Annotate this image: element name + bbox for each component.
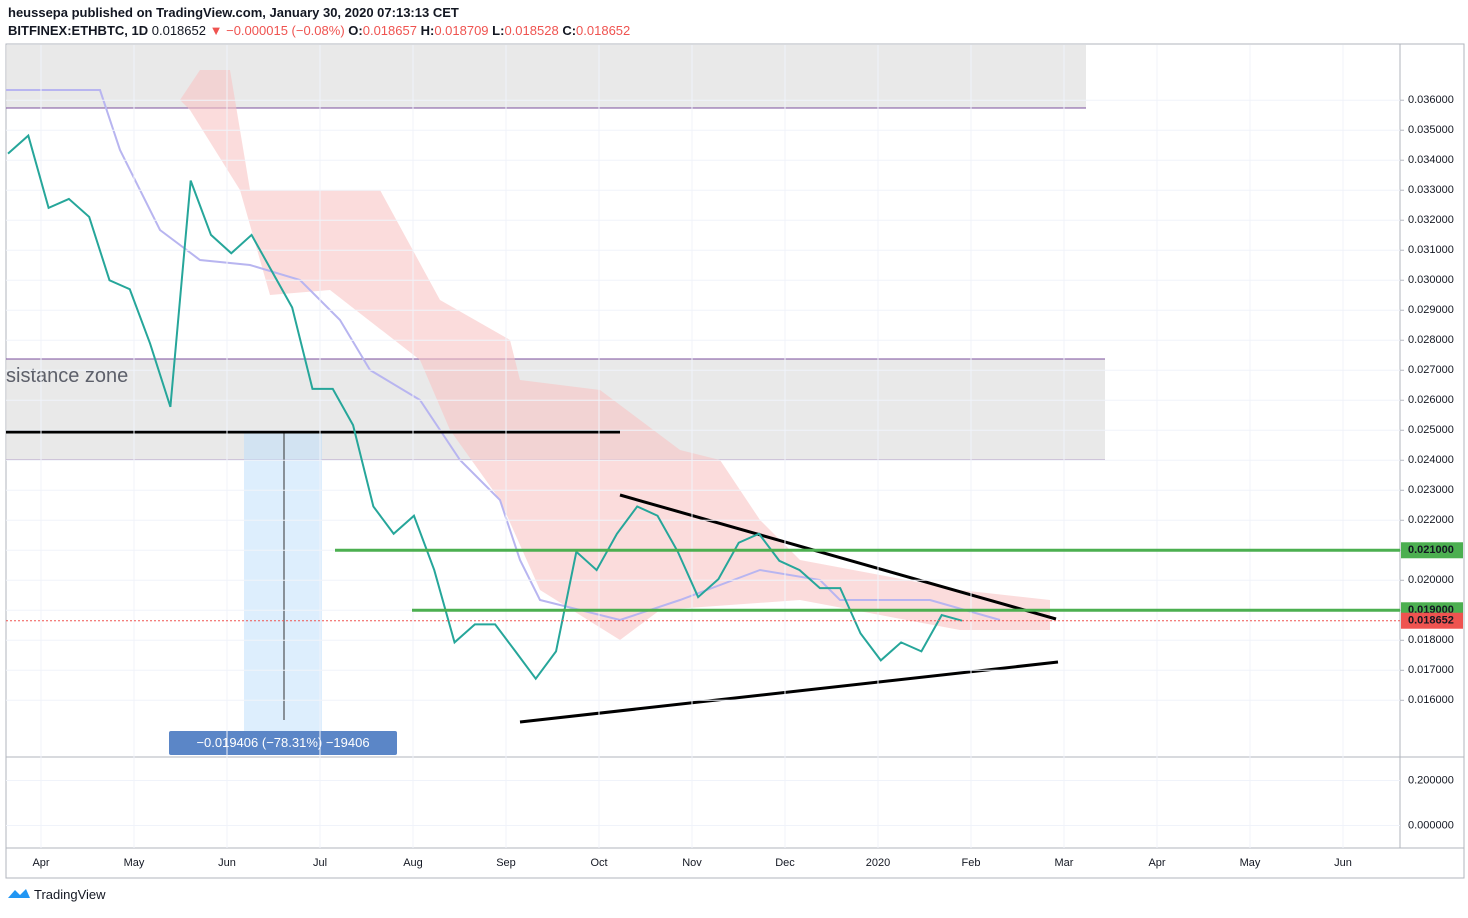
x-tick-label: May bbox=[124, 857, 145, 869]
x-tick-label: Dec bbox=[775, 857, 795, 869]
x-tick-label: Jun bbox=[218, 857, 236, 869]
y-tick-label: 0.020000 bbox=[1408, 574, 1454, 586]
y-tick-label: 0.031000 bbox=[1408, 244, 1454, 256]
x-tick-label: Feb bbox=[962, 857, 981, 869]
quote-line: BITFINEX:ETHBTC, 1D 0.018652 ▼ −0.000015… bbox=[8, 23, 630, 38]
brand: TradingView bbox=[34, 887, 106, 902]
top-zone bbox=[6, 45, 1086, 108]
price-tag bbox=[1401, 542, 1463, 559]
price-tag bbox=[1401, 612, 1463, 629]
y-tick-label: 0.032000 bbox=[1408, 214, 1454, 226]
cloud bbox=[180, 70, 1050, 640]
y-tick-label: 0.034000 bbox=[1408, 154, 1454, 166]
x-tick-label: May bbox=[1240, 857, 1261, 869]
x-tick-label: Oct bbox=[590, 857, 607, 869]
y-tick-label: 0.027000 bbox=[1408, 364, 1454, 376]
price-tag-label: 0.018652 bbox=[1408, 615, 1454, 627]
price-line bbox=[7, 133, 963, 681]
y-tick-label: 0.036000 bbox=[1408, 94, 1454, 106]
y-tick-label: 0.024000 bbox=[1408, 454, 1454, 466]
y-tick-label: 0.018000 bbox=[1408, 634, 1454, 646]
y-tick-label: 0.017000 bbox=[1408, 664, 1454, 676]
y-tick-label: 0.023000 bbox=[1408, 484, 1454, 496]
zone-label: sistance zone bbox=[6, 365, 128, 387]
x-tick-label: Jun bbox=[1334, 857, 1352, 869]
y-tick-label: 0.028000 bbox=[1408, 334, 1454, 346]
symbol: BITFINEX:ETHBTC, 1D bbox=[8, 23, 148, 38]
measure-label: −0.019406 (−78.31%) −19406 bbox=[196, 735, 369, 750]
close-label: C: bbox=[562, 23, 576, 38]
y-tick-label: 0.022000 bbox=[1408, 514, 1454, 526]
x-tick-label: Sep bbox=[496, 857, 516, 869]
y-tick-label: 0.033000 bbox=[1408, 184, 1454, 196]
x-tick-label: 2020 bbox=[866, 857, 890, 869]
x-tick-label: Nov bbox=[682, 857, 702, 869]
low: 0.018528 bbox=[504, 23, 558, 38]
low-label: L: bbox=[492, 23, 504, 38]
high-label: H: bbox=[421, 23, 435, 38]
x-tick-label: Mar bbox=[1055, 857, 1074, 869]
y-tick-label: 0.026000 bbox=[1408, 394, 1454, 406]
x-tick-label: Apr bbox=[32, 857, 49, 869]
publisher: heussepa published on TradingView.com, J… bbox=[8, 5, 459, 20]
y-tick-label: 0.016000 bbox=[1408, 694, 1454, 706]
open: 0.018657 bbox=[363, 23, 417, 38]
y-tick-label: 0.029000 bbox=[1408, 304, 1454, 316]
y-tick-label: 0.030000 bbox=[1408, 274, 1454, 286]
y2-tick-label: 0.000000 bbox=[1408, 819, 1454, 831]
y2-tick-label: 0.200000 bbox=[1408, 774, 1454, 786]
x-tick-label: Jul bbox=[313, 857, 327, 869]
change: −0.000015 (−0.08%) bbox=[226, 23, 345, 38]
trendline bbox=[619, 493, 1057, 621]
close: 0.018652 bbox=[576, 23, 630, 38]
x-tick-label: Apr bbox=[1148, 857, 1165, 869]
plot: −0.019406 (−78.31%) −19406 sistance zone bbox=[5, 43, 1465, 879]
last: 0.018652 bbox=[152, 23, 206, 38]
y-tick-label: 0.035000 bbox=[1408, 124, 1454, 136]
logo bbox=[8, 889, 30, 898]
price-tag-label: 0.021000 bbox=[1408, 544, 1454, 556]
measure-area bbox=[244, 432, 322, 754]
y-tick-label: 0.025000 bbox=[1408, 424, 1454, 436]
arrow: ▼ bbox=[210, 23, 223, 38]
open-label: O: bbox=[348, 23, 362, 38]
measure-box bbox=[169, 731, 397, 755]
frame bbox=[5, 43, 1465, 879]
x-tick-label: Aug bbox=[403, 857, 423, 869]
high: 0.018709 bbox=[434, 23, 488, 38]
trendline bbox=[519, 660, 1059, 724]
